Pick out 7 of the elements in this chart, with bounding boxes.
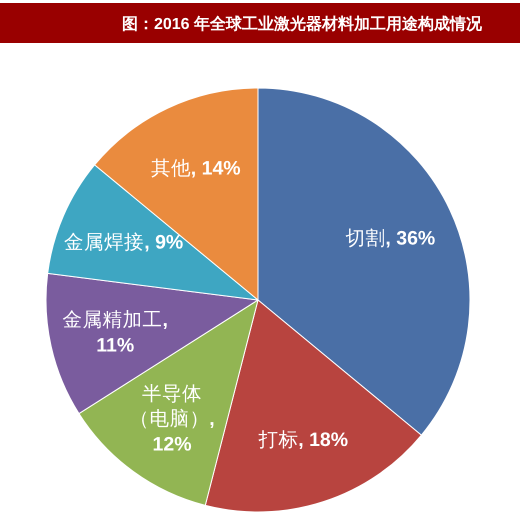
data-label: 切割, 36% (345, 228, 436, 250)
data-label: 金属焊接, 9% (64, 232, 184, 254)
data-label: 半导体（电脑）, 12% (129, 382, 215, 456)
title: 图：2016 年全球工业激光器材料加工用途构成情况 (122, 16, 482, 33)
data-label: 其他, 14% (150, 157, 241, 180)
data-label: 打标, 18% (258, 428, 348, 451)
data-label: 金属精加工, 11% (62, 309, 168, 356)
